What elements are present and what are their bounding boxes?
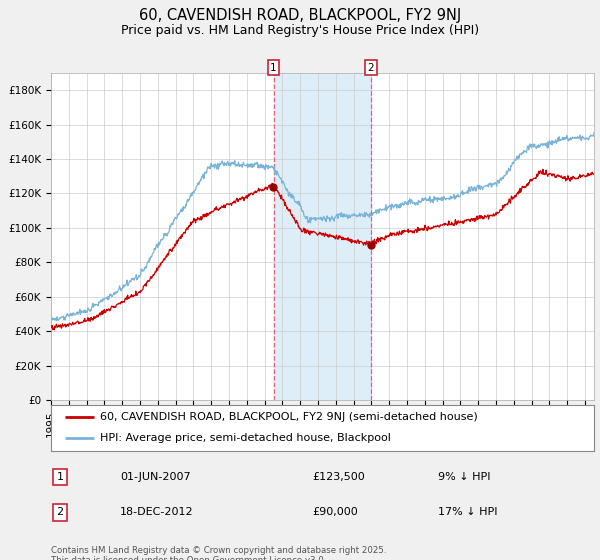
Text: £123,500: £123,500	[312, 472, 365, 482]
Text: 2: 2	[367, 63, 374, 73]
Text: 17% ↓ HPI: 17% ↓ HPI	[438, 507, 497, 517]
Text: 9% ↓ HPI: 9% ↓ HPI	[438, 472, 491, 482]
Text: 01-JUN-2007: 01-JUN-2007	[120, 472, 191, 482]
Text: HPI: Average price, semi-detached house, Blackpool: HPI: Average price, semi-detached house,…	[100, 433, 391, 444]
Text: Contains HM Land Registry data © Crown copyright and database right 2025.
This d: Contains HM Land Registry data © Crown c…	[51, 546, 386, 560]
Bar	[274, 73, 371, 400]
Text: 1: 1	[270, 63, 277, 73]
Text: 60, CAVENDISH ROAD, BLACKPOOL, FY2 9NJ (semi-detached house): 60, CAVENDISH ROAD, BLACKPOOL, FY2 9NJ (…	[100, 412, 478, 422]
Text: 60, CAVENDISH ROAD, BLACKPOOL, FY2 9NJ: 60, CAVENDISH ROAD, BLACKPOOL, FY2 9NJ	[139, 8, 461, 24]
Text: 2: 2	[56, 507, 64, 517]
Text: Price paid vs. HM Land Registry's House Price Index (HPI): Price paid vs. HM Land Registry's House …	[121, 24, 479, 36]
Text: 1: 1	[56, 472, 64, 482]
Text: 18-DEC-2012: 18-DEC-2012	[120, 507, 194, 517]
Text: £90,000: £90,000	[312, 507, 358, 517]
